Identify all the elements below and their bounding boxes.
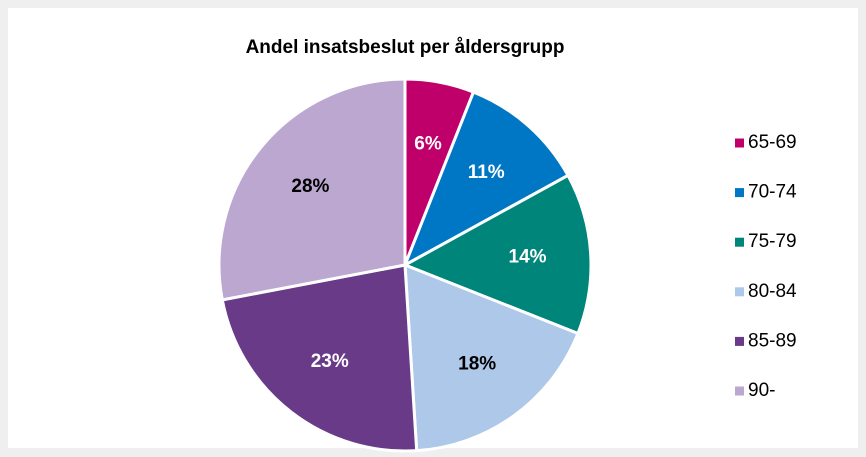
legend-label: 65-69 [748, 132, 797, 153]
value-label: 11% [468, 162, 505, 183]
legend-swatch [735, 188, 744, 198]
value-label: 6% [414, 133, 442, 154]
pie-slice [220, 263, 419, 453]
legend-label: 70-74 [748, 182, 797, 203]
legend-swatch [735, 336, 744, 346]
pie-slice [402, 90, 571, 269]
chart-title: Andel insatsbeslut per åldersgrupp [246, 37, 565, 58]
pie-slice [403, 262, 580, 453]
legend-swatch [735, 138, 744, 148]
pie-slice [401, 173, 593, 336]
legend-label: 75-79 [748, 231, 797, 252]
legend-label: 80-84 [748, 281, 797, 302]
value-label: 14% [509, 246, 547, 267]
value-label: 23% [311, 351, 349, 372]
legend-swatch [735, 287, 744, 297]
legend-swatch [735, 237, 744, 247]
legend-label: 85-89 [748, 330, 797, 351]
pie-slice [217, 77, 407, 302]
legend-swatch [735, 386, 744, 396]
legend-label: 90- [748, 380, 775, 401]
value-label: 28% [291, 176, 329, 197]
value-label: 18% [458, 353, 496, 374]
